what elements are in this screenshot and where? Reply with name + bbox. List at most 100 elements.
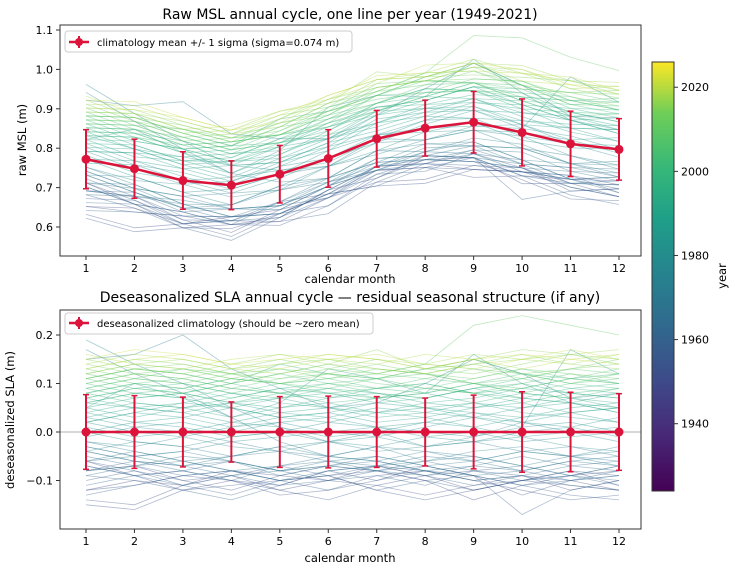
climatology-point	[275, 427, 285, 437]
year-line-1973	[85, 441, 620, 462]
year-line-1969	[85, 450, 620, 472]
year-line-1994	[85, 387, 620, 409]
top-legend: climatology mean +/- 1 sigma (sigma=0.07…	[64, 30, 353, 53]
climatology-point	[566, 427, 576, 437]
y-tick-label: 0.1	[36, 378, 54, 391]
year-line-1992	[85, 96, 620, 158]
y-tick-label: 0.7	[36, 182, 54, 195]
year-line-2019	[85, 62, 620, 130]
climatology-point	[275, 169, 285, 179]
climatology-point	[323, 153, 333, 163]
year-line-2002	[85, 383, 620, 404]
climatology-point	[129, 164, 139, 174]
year-line-2018	[85, 353, 620, 370]
colorbar-tick-label: 1980	[681, 249, 709, 262]
year-line-1954	[85, 475, 620, 511]
year-line-1981	[85, 421, 620, 438]
year-line-1981	[85, 125, 620, 190]
top-chart-title: Raw MSL annual cycle, one line per year …	[162, 7, 537, 23]
climatology-point	[226, 427, 236, 437]
bottom-year-lines	[85, 315, 620, 515]
year-line-1978	[85, 121, 620, 193]
year-line-1975	[85, 129, 620, 206]
year-line-1994	[85, 86, 620, 162]
year-line-1956	[85, 470, 620, 501]
year-line-1954	[85, 169, 620, 233]
year-line-1963	[85, 451, 620, 481]
top-year-lines	[85, 35, 620, 241]
climatology-point	[517, 427, 527, 437]
climatology-point	[226, 180, 236, 190]
climatology-point	[129, 427, 139, 437]
year-line-2008	[85, 80, 620, 139]
year-line-2007	[85, 78, 620, 151]
year-line-1951	[85, 165, 620, 229]
year-line-1949	[85, 163, 620, 225]
climatology-point	[372, 134, 382, 144]
year-line-1957	[85, 460, 620, 491]
x-tick-label: 7	[373, 535, 380, 548]
year-line-1996	[85, 88, 620, 150]
year-line-2020	[85, 70, 620, 131]
year-line-1964	[85, 159, 620, 225]
year-line-1989	[85, 402, 620, 423]
year-line-1975	[85, 441, 620, 457]
year-line-2021	[85, 62, 620, 131]
x-tick-label: 4	[228, 535, 235, 548]
year-line-1971	[85, 141, 620, 206]
year-line-1962	[85, 460, 620, 486]
year-line-2000	[85, 90, 620, 154]
year-line-1992	[85, 392, 620, 409]
year-line-1998	[85, 358, 620, 384]
x-tick-label: 11	[564, 535, 578, 548]
year-line-2013	[85, 358, 620, 380]
year-line-2012	[85, 66, 620, 143]
year-line-1986	[85, 407, 620, 423]
bottom-climatology	[81, 390, 624, 474]
x-tick-label: 4	[228, 262, 235, 275]
x-tick-label: 8	[422, 262, 429, 275]
year-line-1990	[85, 102, 620, 166]
year-line-1966	[85, 155, 620, 210]
year-line-2005	[85, 90, 620, 151]
year-line-1976	[85, 339, 620, 448]
x-tick-label: 5	[276, 262, 283, 275]
year-line-1973	[85, 143, 620, 197]
colorbar-tick-label: 1940	[681, 418, 709, 431]
climatology-point	[420, 123, 430, 133]
y-tick-label: 0.9	[36, 103, 54, 116]
climatology-point	[469, 427, 479, 437]
bottom-chart-title: Deseasonalized SLA annual cycle — residu…	[100, 290, 600, 306]
year-line-2013	[85, 70, 620, 138]
colorbar-tick-label: 1960	[681, 334, 709, 347]
year-line-1972	[85, 91, 620, 183]
year-line-1953	[85, 159, 620, 226]
climatology-point	[81, 427, 91, 437]
year-line-2005	[85, 373, 620, 394]
year-line-1971	[85, 441, 620, 467]
year-line-1955	[85, 153, 620, 226]
year-line-2011	[85, 78, 620, 143]
top-ticks: 1 2 3 4 5 6 7 8 9 10 11 120.60.70.80.91.01.1	[36, 24, 627, 275]
year-line-1968	[85, 455, 620, 477]
year-line-1977	[85, 436, 620, 452]
year-line-1996	[85, 383, 620, 399]
x-tick-label: 7	[373, 262, 380, 275]
x-tick-label: 1	[83, 262, 90, 275]
year-line-2009	[85, 363, 620, 384]
year-line-1991	[85, 102, 620, 174]
year-line-2010	[85, 315, 620, 384]
year-line-1970	[85, 450, 620, 472]
year-line-1950	[85, 460, 620, 496]
climatology-point	[81, 154, 91, 164]
year-line-2004	[85, 373, 620, 394]
year-line-1983	[85, 105, 620, 186]
colorbar-label: year	[715, 263, 729, 289]
bottom-xlabel: calendar month	[305, 551, 396, 565]
climatology-point	[323, 427, 333, 437]
x-tick-label: 12	[612, 262, 626, 275]
year-line-1962	[85, 153, 620, 213]
year-line-1952	[85, 167, 620, 233]
climatology-point	[178, 176, 188, 186]
top-axes-frame	[59, 24, 642, 257]
